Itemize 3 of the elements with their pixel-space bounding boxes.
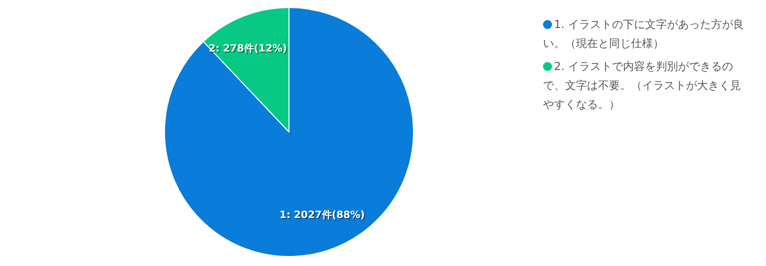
data-label: 1: 2027件(88%) [280, 210, 366, 222]
legend-label: 1. イラストの下に文字があった方が良い。（現在と同じ仕様） [543, 18, 744, 50]
legend-label: 2. イラストで内容を判別ができるので、文字は不要。（イラストが大きく見やすくなる。） [543, 60, 741, 111]
